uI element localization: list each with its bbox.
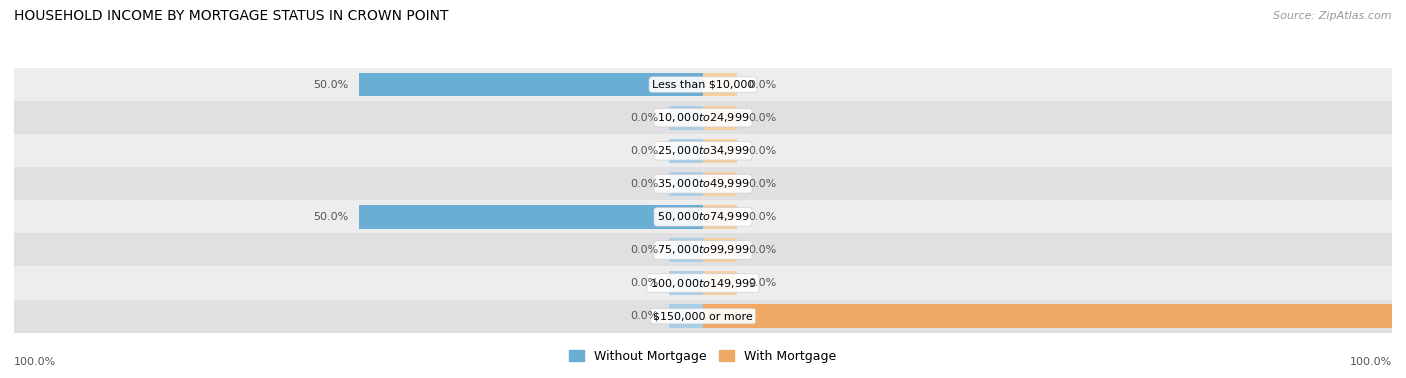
Text: 50.0%: 50.0% bbox=[314, 80, 349, 90]
Bar bbox=[669, 238, 703, 262]
Bar bbox=[703, 271, 738, 295]
Bar bbox=[359, 73, 703, 96]
Text: 0.0%: 0.0% bbox=[630, 311, 658, 321]
Bar bbox=[669, 106, 703, 130]
Bar bbox=[703, 73, 738, 96]
Bar bbox=[669, 139, 703, 163]
Text: HOUSEHOLD INCOME BY MORTGAGE STATUS IN CROWN POINT: HOUSEHOLD INCOME BY MORTGAGE STATUS IN C… bbox=[14, 9, 449, 23]
Bar bbox=[359, 205, 703, 229]
Bar bbox=[703, 139, 738, 163]
Text: $35,000 to $49,999: $35,000 to $49,999 bbox=[657, 177, 749, 190]
Bar bbox=[14, 234, 1392, 266]
Text: Less than $10,000: Less than $10,000 bbox=[652, 80, 754, 90]
Bar bbox=[14, 167, 1392, 200]
Text: $25,000 to $34,999: $25,000 to $34,999 bbox=[657, 144, 749, 157]
Bar bbox=[14, 134, 1392, 167]
Text: 0.0%: 0.0% bbox=[748, 245, 776, 255]
Text: 0.0%: 0.0% bbox=[630, 113, 658, 122]
Text: 0.0%: 0.0% bbox=[630, 245, 658, 255]
Text: 100.0%: 100.0% bbox=[1402, 311, 1406, 321]
Text: $100,000 to $149,999: $100,000 to $149,999 bbox=[650, 277, 756, 290]
Bar bbox=[14, 68, 1392, 101]
Legend: Without Mortgage, With Mortgage: Without Mortgage, With Mortgage bbox=[564, 345, 842, 368]
Bar bbox=[669, 304, 703, 328]
Text: 0.0%: 0.0% bbox=[630, 146, 658, 156]
Bar bbox=[669, 172, 703, 196]
Text: 0.0%: 0.0% bbox=[748, 278, 776, 288]
Text: 0.0%: 0.0% bbox=[748, 179, 776, 189]
Text: 0.0%: 0.0% bbox=[630, 278, 658, 288]
Text: $10,000 to $24,999: $10,000 to $24,999 bbox=[657, 111, 749, 124]
Bar bbox=[703, 238, 738, 262]
Bar bbox=[14, 101, 1392, 134]
Text: 100.0%: 100.0% bbox=[14, 357, 56, 367]
Bar bbox=[703, 172, 738, 196]
Text: 0.0%: 0.0% bbox=[748, 146, 776, 156]
Text: 50.0%: 50.0% bbox=[314, 212, 349, 222]
Bar bbox=[14, 299, 1392, 333]
Text: Source: ZipAtlas.com: Source: ZipAtlas.com bbox=[1274, 11, 1392, 21]
Bar bbox=[703, 106, 738, 130]
Text: 0.0%: 0.0% bbox=[748, 113, 776, 122]
Bar bbox=[703, 205, 738, 229]
Bar bbox=[703, 304, 1392, 328]
Bar bbox=[14, 200, 1392, 234]
Text: $50,000 to $74,999: $50,000 to $74,999 bbox=[657, 211, 749, 223]
Text: 0.0%: 0.0% bbox=[748, 80, 776, 90]
Text: 100.0%: 100.0% bbox=[1350, 357, 1392, 367]
Text: $150,000 or more: $150,000 or more bbox=[654, 311, 752, 321]
Text: $75,000 to $99,999: $75,000 to $99,999 bbox=[657, 243, 749, 256]
Text: 0.0%: 0.0% bbox=[630, 179, 658, 189]
Bar bbox=[669, 271, 703, 295]
Bar bbox=[14, 266, 1392, 299]
Text: 0.0%: 0.0% bbox=[748, 212, 776, 222]
